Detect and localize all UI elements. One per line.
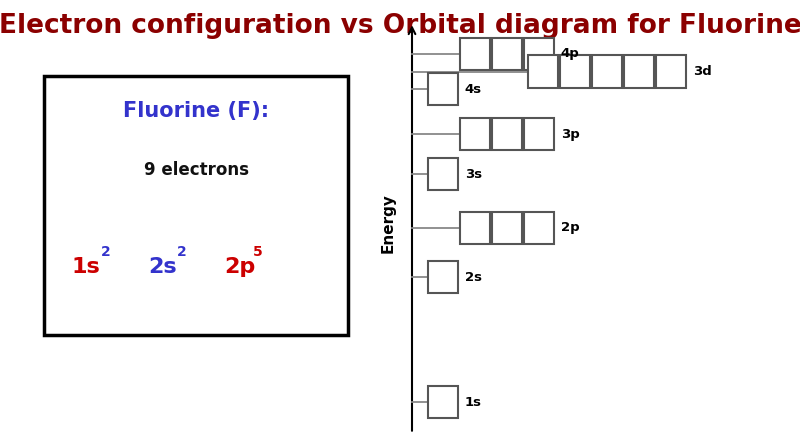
Bar (492, 118, 522, 150)
Bar (428, 386, 458, 418)
Text: Electron configuration vs Orbital diagram for Fluorine: Electron configuration vs Orbital diagra… (0, 13, 800, 39)
Bar (428, 261, 458, 293)
Bar (560, 55, 590, 88)
Bar (524, 118, 554, 150)
Text: 2p: 2p (224, 257, 255, 277)
Bar (44, 76, 348, 335)
Text: 2p: 2p (561, 221, 579, 235)
Text: 2: 2 (101, 245, 110, 259)
Text: 1s: 1s (72, 257, 101, 277)
Text: 4p: 4p (561, 47, 579, 60)
Text: 2s: 2s (148, 257, 177, 277)
Bar (460, 38, 490, 70)
Text: 1s: 1s (465, 396, 482, 409)
Bar (624, 55, 654, 88)
Bar (528, 55, 558, 88)
Text: Fluorine (F):: Fluorine (F): (123, 101, 269, 121)
Text: 5: 5 (253, 245, 262, 259)
Bar (524, 212, 554, 244)
Text: 4s: 4s (465, 83, 482, 96)
Bar (524, 38, 554, 70)
Bar (492, 38, 522, 70)
Bar (460, 118, 490, 150)
Text: 2s: 2s (465, 270, 482, 284)
Text: 3d: 3d (693, 65, 711, 78)
Bar (492, 212, 522, 244)
Bar (656, 55, 686, 88)
Bar (428, 158, 458, 190)
Bar (460, 212, 490, 244)
Text: 9 electrons: 9 electrons (143, 161, 249, 179)
Bar (428, 73, 458, 105)
Text: 3p: 3p (561, 127, 579, 141)
Text: Energy: Energy (381, 194, 395, 253)
Text: 3s: 3s (465, 168, 482, 181)
Bar (592, 55, 622, 88)
Text: 2: 2 (177, 245, 186, 259)
